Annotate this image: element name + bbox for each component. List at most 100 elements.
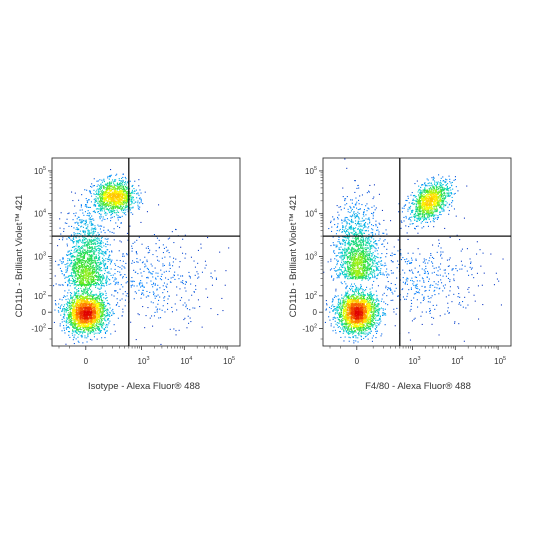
event-point xyxy=(101,276,102,277)
event-point xyxy=(105,206,106,207)
event-point xyxy=(122,311,123,312)
event-point xyxy=(164,311,165,312)
event-point xyxy=(105,196,106,197)
event-point xyxy=(58,303,59,304)
event-point xyxy=(176,309,177,310)
event-point xyxy=(115,207,116,208)
event-point xyxy=(94,328,95,329)
event-point xyxy=(100,332,101,333)
event-point xyxy=(187,308,188,309)
event-point xyxy=(111,199,112,200)
event-point xyxy=(90,276,91,277)
event-point xyxy=(97,272,98,273)
event-point xyxy=(54,322,55,323)
event-point xyxy=(95,333,96,334)
event-point xyxy=(138,313,139,314)
event-point xyxy=(113,181,114,182)
event-point xyxy=(63,297,64,298)
event-point xyxy=(80,274,81,275)
event-point xyxy=(164,272,165,273)
event-point xyxy=(73,227,74,228)
event-point xyxy=(143,271,144,272)
event-point xyxy=(96,240,97,241)
event-point xyxy=(106,189,107,190)
event-point xyxy=(133,188,134,189)
event-point xyxy=(133,243,134,244)
event-point xyxy=(102,294,103,295)
event-point xyxy=(93,318,94,319)
event-point xyxy=(143,261,144,262)
event-point xyxy=(78,253,79,254)
event-point xyxy=(110,175,111,176)
event-point xyxy=(141,193,142,194)
event-point xyxy=(98,189,99,190)
event-point xyxy=(59,299,60,300)
event-point xyxy=(86,198,87,199)
event-point xyxy=(65,282,66,283)
event-point xyxy=(118,208,119,209)
event-point xyxy=(67,263,68,264)
event-point xyxy=(118,186,119,187)
event-point xyxy=(134,281,135,282)
event-point xyxy=(72,335,73,336)
event-point xyxy=(92,274,93,275)
event-point xyxy=(92,297,93,298)
event-point xyxy=(107,313,108,314)
event-point xyxy=(106,331,107,332)
event-point xyxy=(89,199,90,200)
event-point xyxy=(87,289,88,290)
event-point xyxy=(91,277,92,278)
event-point xyxy=(87,278,88,279)
event-point xyxy=(66,322,67,323)
event-point xyxy=(134,203,135,204)
event-point xyxy=(127,209,128,210)
event-point xyxy=(140,259,141,260)
event-point xyxy=(117,208,118,209)
event-point xyxy=(131,263,132,264)
event-point xyxy=(80,251,81,252)
event-point xyxy=(82,240,83,241)
event-point xyxy=(114,239,115,240)
event-point xyxy=(124,184,125,185)
event-point xyxy=(76,240,77,241)
event-point xyxy=(86,266,87,267)
event-point xyxy=(136,193,137,194)
event-point xyxy=(81,296,82,297)
event-point xyxy=(77,333,78,334)
event-point xyxy=(86,221,87,222)
event-point xyxy=(140,199,141,200)
event-point xyxy=(82,252,83,253)
event-point xyxy=(67,245,68,246)
event-point xyxy=(78,271,79,272)
event-point xyxy=(98,238,99,239)
event-point xyxy=(83,294,84,295)
event-point xyxy=(70,263,71,264)
event-point xyxy=(69,265,70,266)
event-point xyxy=(72,309,73,310)
event-point xyxy=(119,250,120,251)
event-point xyxy=(72,314,73,315)
event-point xyxy=(71,274,72,275)
event-point xyxy=(57,245,58,246)
event-point xyxy=(82,342,83,343)
event-point xyxy=(147,295,148,296)
event-point xyxy=(62,237,63,238)
event-point xyxy=(121,268,122,269)
event-point xyxy=(159,309,160,310)
event-point xyxy=(89,244,90,245)
event-point xyxy=(83,220,84,221)
event-point xyxy=(93,265,94,266)
event-point xyxy=(80,276,81,277)
event-point xyxy=(111,205,112,206)
event-point xyxy=(91,284,92,285)
event-point xyxy=(111,190,112,191)
event-point xyxy=(166,286,167,287)
event-point xyxy=(124,182,125,183)
event-point xyxy=(78,277,79,278)
event-point xyxy=(95,299,96,300)
event-point xyxy=(104,194,105,195)
event-point xyxy=(77,218,78,219)
event-point xyxy=(122,256,123,257)
event-point xyxy=(93,244,94,245)
event-point xyxy=(111,260,112,261)
